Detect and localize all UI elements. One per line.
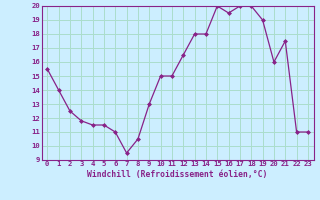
X-axis label: Windchill (Refroidissement éolien,°C): Windchill (Refroidissement éolien,°C) <box>87 170 268 179</box>
